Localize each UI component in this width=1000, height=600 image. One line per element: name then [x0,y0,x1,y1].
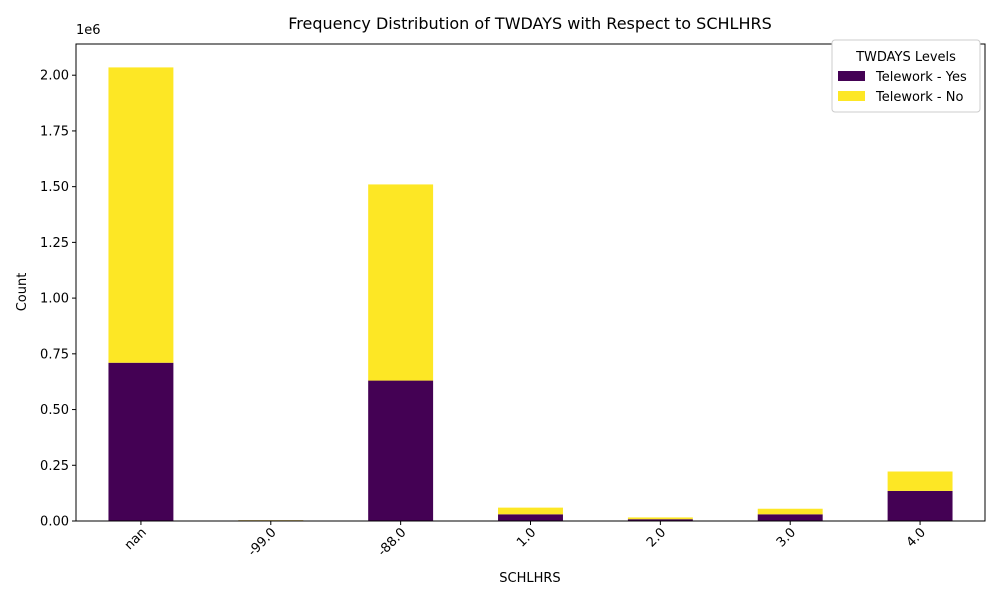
y-tick-label: 1.50 [40,180,69,195]
legend-swatch-telework-no [838,91,865,101]
bar-telework-no-6 [887,471,953,491]
x-tick-label: 2.0 [644,525,669,550]
bars-layer [108,67,953,521]
bar-telework-yes-2 [368,380,434,521]
y-tick-label: 0.25 [40,459,69,474]
legend-title: TWDAYS Levels [855,50,956,65]
bar-telework-no-5 [757,508,823,515]
bar-telework-yes-4 [627,519,693,521]
x-axis-title: SCHLHRS [499,571,560,586]
y-tick-label: 1.25 [40,236,69,251]
bar-telework-no-3 [498,507,563,515]
bar-telework-no-4 [627,517,693,520]
plot-frame [75,43,986,522]
y-offset-label: 1e6 [76,23,101,38]
bar-telework-yes-5 [757,514,823,521]
y-tick-label: 0.00 [40,515,69,530]
bar-telework-no-2 [368,184,434,381]
x-axis: nan -99.0 -88.0 1.0 2.0 3.0 4.0 [122,521,929,560]
y-tick-label: 2.00 [40,69,69,84]
x-tick-label: -99.0 [245,525,279,559]
x-tick-label: 1.0 [514,525,539,550]
legend-label-telework-no: Telework - No [875,90,963,105]
y-tick-label: 1.00 [40,292,69,307]
x-tick-label: -88.0 [375,525,409,559]
bar-telework-yes-3 [498,514,563,521]
bar-telework-yes-6 [887,490,953,521]
bar-telework-no-0 [108,67,174,363]
chart-title: Frequency Distribution of TWDAYS with Re… [288,14,772,33]
x-tick-label: 3.0 [774,525,799,550]
x-tick-label: nan [122,525,150,553]
legend-label-telework-yes: Telework - Yes [875,70,967,85]
legend-frame [831,39,981,113]
y-tick-label: 1.75 [40,124,69,139]
legend: TWDAYS Levels Telework - Yes Telework - … [831,39,981,113]
x-tick-label: 4.0 [904,525,929,550]
legend-swatch-telework-yes [838,71,865,81]
y-axis: 0.00 0.25 0.50 0.75 1.00 1.25 1.50 1.75 2.00 [40,69,76,530]
y-axis-title: Count [15,273,30,312]
bar-telework-yes-0 [108,362,174,521]
y-tick-label: 0.75 [40,347,69,362]
y-tick-label: 0.50 [40,403,69,418]
